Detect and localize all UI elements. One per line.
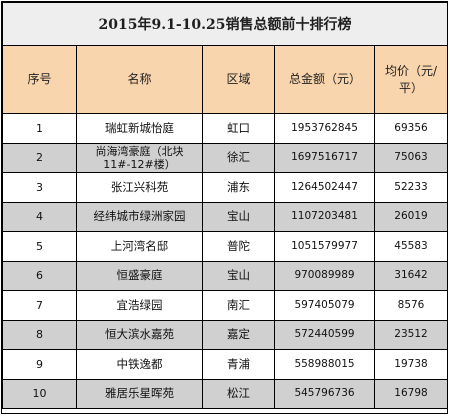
cell-avg: 52233 (373, 172, 449, 203)
cell-name: 瑞虹新城怡庭 (76, 113, 203, 144)
cell-no: 10 (2, 378, 77, 409)
table-row: 7 宜浩绿园 南汇 597405079 8576 (2, 290, 449, 321)
cell-name: 恒大滨水嘉苑 (76, 319, 203, 350)
cell-no: 9 (2, 349, 77, 380)
header-no: 序号 (2, 45, 77, 114)
cell-avg: 16798 (373, 378, 449, 409)
cell-name: 尚海湾豪庭（北块11#-12#楼） (76, 142, 203, 173)
table-row: 10 雅居乐星晖苑 松江 545796736 16798 (2, 378, 449, 409)
cell-name: 中铁逸都 (76, 349, 203, 380)
cell-avg: 8576 (373, 290, 449, 321)
table-row: 9 中铁逸都 青浦 558988015 19738 (2, 349, 449, 380)
cell-no: 7 (2, 290, 77, 321)
header-name: 名称 (76, 45, 203, 114)
cell-total: 1697516717 (274, 142, 375, 173)
header-total: 总金额（元） (274, 45, 375, 114)
cell-name: 上河湾名邸 (76, 231, 203, 262)
cell-avg: 19738 (373, 349, 449, 380)
cell-name: 恒盛豪庭 (76, 260, 203, 291)
cell-total: 1051579977 (274, 231, 375, 262)
cell-area: 虹口 (202, 113, 275, 144)
cell-area: 松江 (202, 378, 275, 409)
header-area: 区域 (202, 45, 275, 114)
cell-no: 8 (2, 319, 77, 350)
cell-area: 宝山 (202, 201, 275, 232)
sales-ranking-table: 2015年9.1-10.25销售总额前十排行榜 序号 名称 区域 总金额（元） … (1, 2, 449, 409)
cell-total: 1107203481 (274, 201, 375, 232)
table-row: 1 瑞虹新城怡庭 虹口 1953762845 69356 (2, 113, 449, 144)
table-row: 5 上河湾名邸 普陀 1051579977 45583 (2, 231, 449, 262)
cell-area: 普陀 (202, 231, 275, 262)
cell-area: 徐汇 (202, 142, 275, 173)
table-row: 4 经纬城市绿洲家园 宝山 1107203481 26019 (2, 201, 449, 232)
cell-total: 572440599 (274, 319, 375, 350)
cell-name: 雅居乐星晖苑 (76, 378, 203, 409)
cell-avg: 26019 (373, 201, 449, 232)
cell-avg: 23512 (373, 319, 449, 350)
cell-area: 嘉定 (202, 319, 275, 350)
cell-avg: 69356 (373, 113, 449, 144)
header-row: 序号 名称 区域 总金额（元） 均价（元/平） (2, 45, 449, 114)
cell-area: 宝山 (202, 260, 275, 291)
cell-area: 南汇 (202, 290, 275, 321)
table-row: 3 张江兴科苑 浦东 1264502447 52233 (2, 172, 449, 203)
cell-no: 2 (2, 142, 77, 173)
cell-name: 张江兴科苑 (76, 172, 203, 203)
cell-total: 545796736 (274, 378, 375, 409)
cell-total: 597405079 (274, 290, 375, 321)
table-row: 6 恒盛豪庭 宝山 970089989 31642 (2, 260, 449, 291)
cell-total: 558988015 (274, 349, 375, 380)
cell-avg: 31642 (373, 260, 449, 291)
cell-area: 青浦 (202, 349, 275, 380)
table-title: 2015年9.1-10.25销售总额前十排行榜 (1, 2, 449, 46)
cell-total: 970089989 (274, 260, 375, 291)
cell-avg: 75063 (373, 142, 449, 173)
header-avg: 均价（元/平） (373, 45, 449, 114)
cell-total: 1953762845 (274, 113, 375, 144)
cell-total: 1264502447 (274, 172, 375, 203)
table-row: 2 尚海湾豪庭（北块11#-12#楼） 徐汇 1697516717 75063 (2, 142, 449, 173)
cell-no: 5 (2, 231, 77, 262)
cell-area: 浦东 (202, 172, 275, 203)
cell-no: 4 (2, 201, 77, 232)
cell-name: 经纬城市绿洲家园 (76, 201, 203, 232)
cell-avg: 45583 (373, 231, 449, 262)
title-row: 2015年9.1-10.25销售总额前十排行榜 (1, 2, 449, 46)
cell-no: 6 (2, 260, 77, 291)
cell-no: 1 (2, 113, 77, 144)
cell-name: 宜浩绿园 (76, 290, 203, 321)
cell-no: 3 (2, 172, 77, 203)
table-row: 8 恒大滨水嘉苑 嘉定 572440599 23512 (2, 319, 449, 350)
